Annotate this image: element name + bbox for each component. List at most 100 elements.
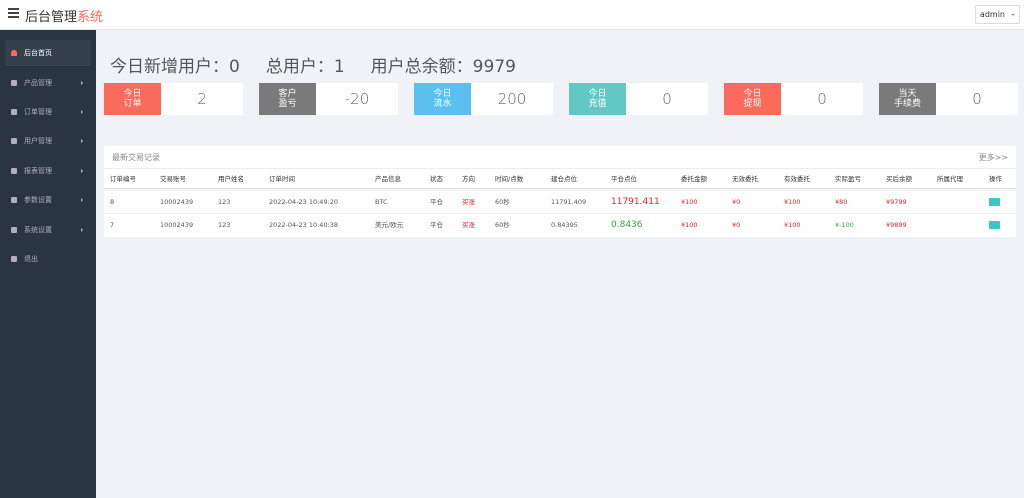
summary-value: 1 [333, 57, 345, 77]
nav-icon [11, 80, 17, 86]
summary-value: 9979 [472, 57, 516, 77]
nav-label: 用户管理 [24, 137, 52, 145]
stat-card: 今日 流水 200 [414, 83, 553, 115]
card-label: 今日 流水 [414, 83, 471, 115]
nav-item[interactable]: 用户管理 [5, 128, 91, 154]
nav-item[interactable]: 产品管理 [5, 70, 91, 96]
table-cell: 买涨 [462, 221, 475, 229]
card-label-line: 盈亏 [278, 99, 297, 109]
card-value: 0 [662, 90, 672, 108]
card-label-line: 客户 [278, 89, 297, 99]
nav-icon [11, 138, 17, 144]
table-cell: ¥-100 [835, 221, 854, 229]
table-cell: 11791.411 [611, 197, 660, 207]
nav-item[interactable]: 参数设置 [5, 187, 91, 213]
nav-label: 产品管理 [24, 79, 52, 87]
nav-label: 订单管理 [24, 108, 52, 116]
table-cell: 10002439 [160, 221, 194, 229]
card-label: 当天 手续费 [879, 83, 936, 115]
header-cell: 平仓点位 [611, 175, 637, 183]
nav-arrow [81, 169, 85, 173]
brand-accent: 系统 [77, 10, 104, 25]
table-cell: 8 [110, 198, 115, 206]
card-label: 客户 盈亏 [259, 83, 316, 115]
header-cell: 无效委托 [732, 175, 758, 183]
header-cell: 用户姓名 [218, 175, 244, 183]
table-row: 8 10002439 123 2022-04-23 10:49:20 BTC 平仓 买涨 60… [104, 190, 1016, 213]
stat-card: 今日 充值 0 [569, 83, 708, 115]
summary-item: 今日新增用户：0 [110, 57, 240, 77]
table-cell: 11791.409 [551, 198, 587, 206]
nav-icon [11, 197, 17, 203]
header-cell: 建仓点位 [551, 175, 577, 183]
table-cell: 60秒 [495, 221, 510, 229]
summary: 今日新增用户：0 总用户：1 用户总余额：9979 [110, 52, 542, 77]
table-cell: ¥100 [784, 221, 801, 229]
header-cell: 订单时间 [269, 175, 295, 183]
menu-toggle[interactable] [8, 8, 19, 18]
table-cell: 买涨 [462, 198, 475, 206]
header-cell: 实际盈亏 [835, 175, 861, 183]
table-cell: ¥9799 [886, 198, 907, 206]
card-label-line: 流水 [433, 99, 452, 109]
table-cell: 2022-04-23 10:49:20 [269, 198, 339, 206]
nav-item[interactable]: 退出 [5, 246, 91, 272]
top-bar: 后台管理系统 admin [0, 0, 1024, 30]
nav-arrow [81, 81, 85, 85]
nav-item[interactable]: 系统设置 [5, 217, 91, 243]
card-label-line: 当天 [898, 89, 917, 99]
stat-card: 当天 手续费 0 [879, 83, 1018, 115]
header-cell: 状态 [430, 175, 443, 183]
action-button[interactable] [989, 221, 1000, 229]
table-cell: 平仓 [430, 221, 443, 229]
nav-item[interactable]: 报表管理 [5, 158, 91, 184]
nav-arrow [81, 198, 85, 202]
card-label-line: 订单 [123, 99, 142, 109]
card-value: -20 [344, 90, 370, 108]
card-label-line: 充值 [588, 99, 607, 109]
table-cell: 123 [218, 221, 231, 229]
card-label-line: 今日 [433, 89, 452, 99]
card-value: 2 [197, 90, 207, 108]
sidebar: 后台首页产品管理订单管理用户管理报表管理参数设置系统设置退出 [0, 30, 96, 498]
card-label-line: 提现 [743, 99, 762, 109]
more-link[interactable]: 更多>> [978, 153, 1008, 162]
card-value: 0 [817, 90, 827, 108]
user-menu[interactable]: admin [974, 5, 1020, 24]
table-cell: 美元/欧元 [375, 221, 404, 229]
table-cell: ¥9899 [886, 221, 907, 229]
summary-item: 总用户：1 [266, 57, 345, 77]
table-header: 订单编号 交易账号 用户姓名 订单时间 产品信息 状态 方向 时间/点数 建仓点位 平仓点位 委托金… [104, 168, 1016, 189]
table-cell: ¥100 [681, 198, 698, 206]
card-label-line: 今日 [123, 89, 142, 99]
stat-card: 今日 提现 0 [724, 83, 863, 115]
nav-arrow [81, 139, 85, 143]
summary-label: 今日新增用户： [110, 57, 229, 77]
header-cell: 所属代理 [937, 175, 963, 183]
brand-main: 后台管理 [25, 10, 78, 25]
header-cell: 交易账号 [160, 175, 186, 183]
card-label: 今日 充值 [569, 83, 626, 115]
action-button[interactable] [989, 198, 1000, 206]
table-cell: BTC [375, 198, 388, 206]
table-cell: ¥0 [732, 198, 741, 206]
summary-item: 用户总余额：9979 [371, 57, 516, 77]
table-cell: 0.84395 [551, 221, 578, 229]
nav-icon [11, 256, 17, 262]
nav-icon [11, 168, 17, 174]
table-cell: 60秒 [495, 198, 510, 206]
table-cell: ¥80 [835, 198, 848, 206]
card-label-line: 手续费 [893, 99, 921, 109]
header-cell: 委托金额 [681, 175, 707, 183]
nav-item[interactable]: 后台首页 [5, 40, 91, 66]
table-row: 7 10002439 123 2022-04-23 10:40:38 美元/欧元 平仓 买涨… [104, 213, 1016, 236]
card-value: 0 [972, 90, 982, 108]
header-cell: 方向 [462, 175, 475, 183]
nav-arrow [81, 228, 85, 232]
header-cell: 操作 [989, 175, 1002, 183]
nav-item[interactable]: 订单管理 [5, 99, 91, 125]
table-cell: ¥100 [784, 198, 801, 206]
trade-panel: 最新交易记录 更多>> 订单编号 交易账号 用户姓名 订单时间 产品信息 状态 方向 时间/点… [104, 146, 1016, 237]
table-cell: 2022-04-23 10:40:38 [269, 221, 339, 229]
